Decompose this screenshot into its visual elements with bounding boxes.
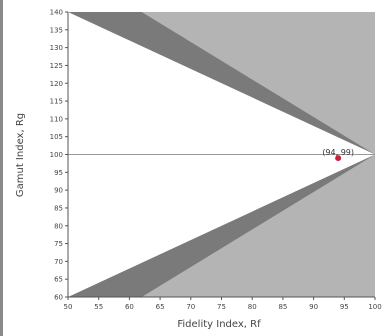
y-tick-label: 105 (50, 133, 63, 141)
y-tick-label: 65 (54, 276, 63, 284)
x-tick-label: 50 (64, 303, 73, 311)
y-tick-label: 80 (54, 222, 63, 230)
y-tick-label: 90 (54, 187, 63, 195)
y-tick-label: 135 (50, 26, 63, 34)
y-tick-label: 115 (50, 98, 63, 106)
x-tick-label: 65 (156, 303, 165, 311)
y-tick-label: 110 (50, 115, 63, 123)
left-border (0, 0, 3, 336)
data-point-label: (94, 99) (322, 148, 354, 157)
x-axis-label: Fidelity Index, Rf (177, 319, 261, 330)
y-tick-label: 120 (50, 80, 63, 88)
y-tick-label: 75 (54, 240, 63, 248)
data-points: (94, 99) (322, 148, 354, 162)
y-tick-label: 70 (54, 258, 63, 266)
y-tick-label: 100 (50, 151, 63, 159)
x-tick-label: 55 (94, 303, 103, 311)
y-axis-label: Gamut Index, Rg (15, 113, 26, 197)
x-tick-label: 80 (248, 303, 257, 311)
y-tick-label: 130 (50, 44, 63, 52)
x-tick-label: 100 (368, 303, 381, 311)
y-tick-label: 140 (50, 9, 63, 17)
plot-area (68, 12, 375, 297)
y-tick-label: 85 (54, 204, 63, 212)
x-axis-ticks: 50 55 60 65 70 75 80 85 90 95 100 (64, 297, 382, 311)
y-tick-label: 95 (54, 169, 63, 177)
data-point (335, 155, 342, 162)
x-tick-label: 95 (340, 303, 349, 311)
x-tick-label: 90 (309, 303, 318, 311)
y-tick-label: 60 (54, 294, 63, 302)
x-tick-label: 75 (217, 303, 226, 311)
y-tick-label: 125 (50, 62, 63, 70)
x-tick-label: 85 (278, 303, 287, 311)
y-axis-ticks: 60 65 70 75 80 85 90 95 100 105 110 115 120 125 130 135… (50, 9, 68, 302)
x-tick-label: 70 (186, 303, 195, 311)
x-tick-label: 60 (125, 303, 134, 311)
